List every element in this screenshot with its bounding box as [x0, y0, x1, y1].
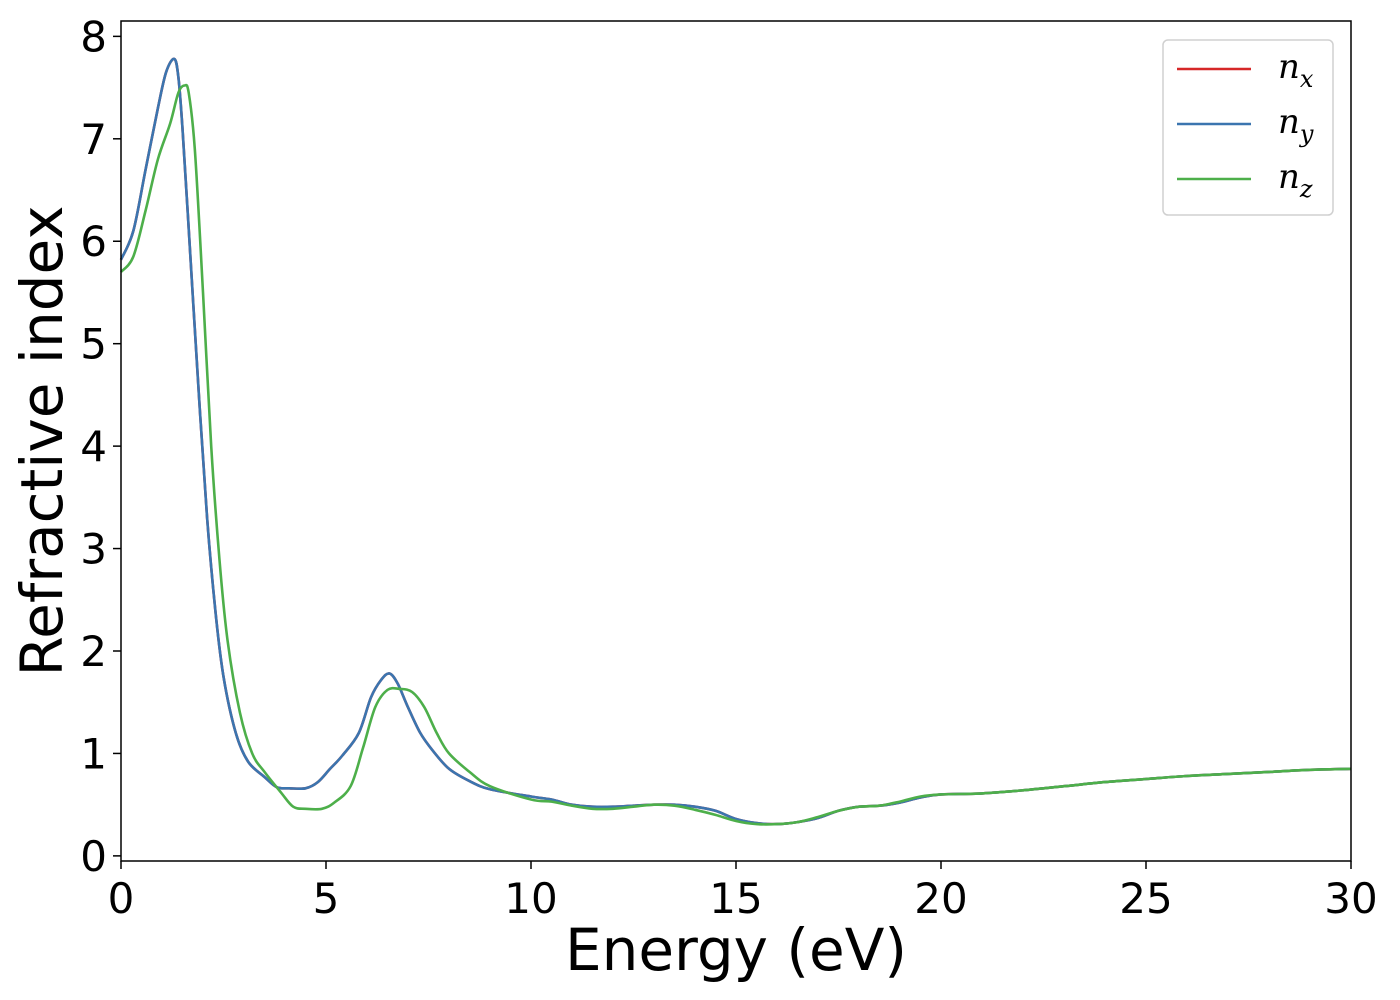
legend-label-subscript: y [1299, 120, 1314, 148]
series-line-nz [119, 83, 1352, 826]
x-axis-label: Energy (eV) [565, 916, 907, 984]
y-tick-label: 5 [80, 320, 107, 369]
legend-label-nx: nx [1278, 47, 1314, 93]
x-tick-label: 0 [108, 874, 135, 923]
legend-label-nz: nz [1278, 157, 1313, 203]
legend-label-ny: ny [1278, 102, 1314, 148]
y-tick-label: 4 [80, 422, 107, 471]
y-tick-label: 0 [80, 832, 107, 881]
series-lines [119, 57, 1352, 826]
legend-label-main: n [1278, 157, 1300, 197]
x-tick-label: 15 [709, 874, 762, 923]
legend-label-subscript: z [1299, 175, 1313, 203]
y-axis-label: Refractive index [8, 205, 76, 676]
legend-label-main: n [1278, 47, 1300, 87]
plot-frame [120, 20, 1352, 862]
x-tick-label: 5 [313, 874, 340, 923]
x-tick-label: 20 [914, 874, 967, 923]
y-tick-label: 7 [80, 115, 107, 164]
x-tick-label: 10 [504, 874, 557, 923]
x-tick-label: 30 [1324, 874, 1377, 923]
y-tick-label: 3 [80, 525, 107, 574]
legend-label-subscript: x [1300, 65, 1314, 93]
x-tick-label: 25 [1119, 874, 1172, 923]
y-axis-ticks: 0 1 2 3 4 5 6 7 8 [80, 12, 121, 881]
y-tick-label: 8 [80, 12, 107, 61]
y-tick-label: 2 [80, 627, 107, 676]
y-tick-label: 6 [80, 217, 107, 266]
y-tick-label: 1 [80, 729, 107, 778]
legend-label-main: n [1278, 102, 1300, 142]
legend-box [1162, 39, 1334, 216]
x-axis-ticks: 0 5 10 15 20 25 30 [108, 861, 1378, 923]
